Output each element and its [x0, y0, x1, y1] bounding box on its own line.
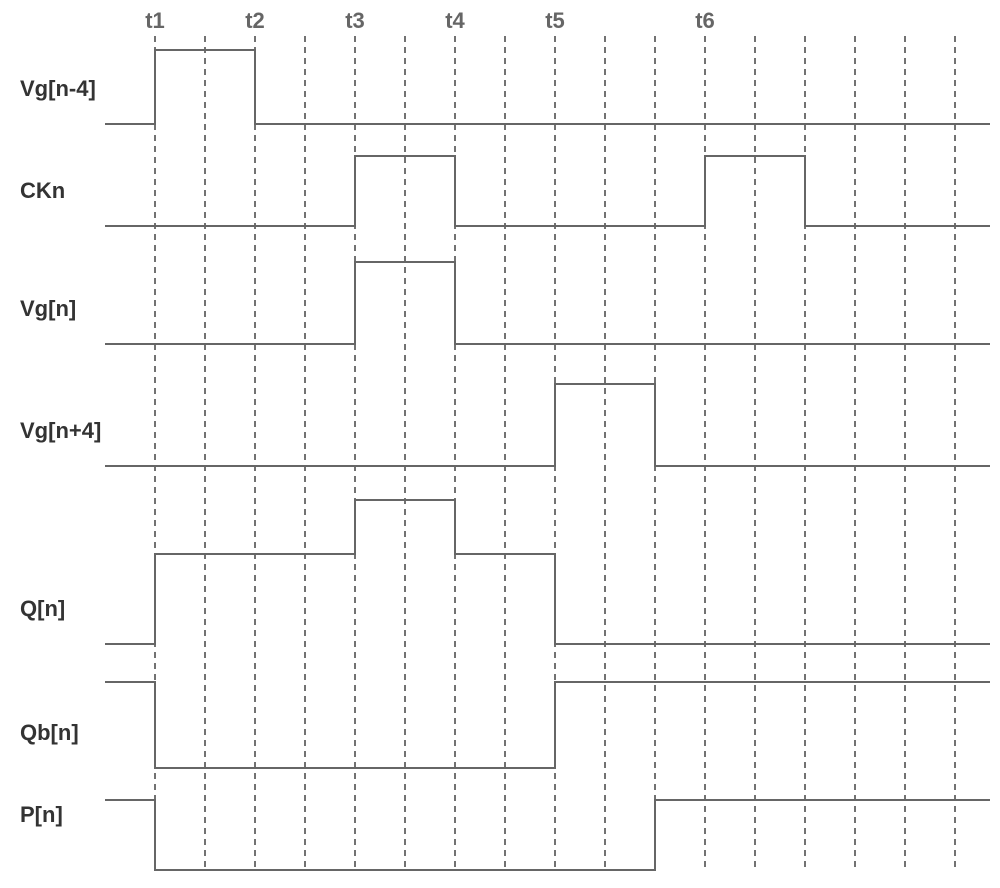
timing-diagram: t1 t2 t3 t4 t5 t6 Vg[n-4] CKn Vg[n] Vg[n+4] Q[n] Qb…: [0, 0, 1000, 888]
background: [0, 0, 1000, 888]
time-label: t2: [245, 8, 265, 33]
time-label: t3: [345, 8, 365, 33]
signal-label: Q[n]: [20, 596, 65, 621]
signal-label: CKn: [20, 178, 65, 203]
signal-label: Qb[n]: [20, 720, 79, 745]
signal-label: Vg[n]: [20, 296, 76, 321]
signal-label: Vg[n+4]: [20, 418, 101, 443]
signal-label: P[n]: [20, 802, 63, 827]
time-label: t5: [545, 8, 565, 33]
time-label: t6: [695, 8, 715, 33]
time-label: t1: [145, 8, 165, 33]
signal-label: Vg[n-4]: [20, 76, 96, 101]
time-label: t4: [445, 8, 465, 33]
